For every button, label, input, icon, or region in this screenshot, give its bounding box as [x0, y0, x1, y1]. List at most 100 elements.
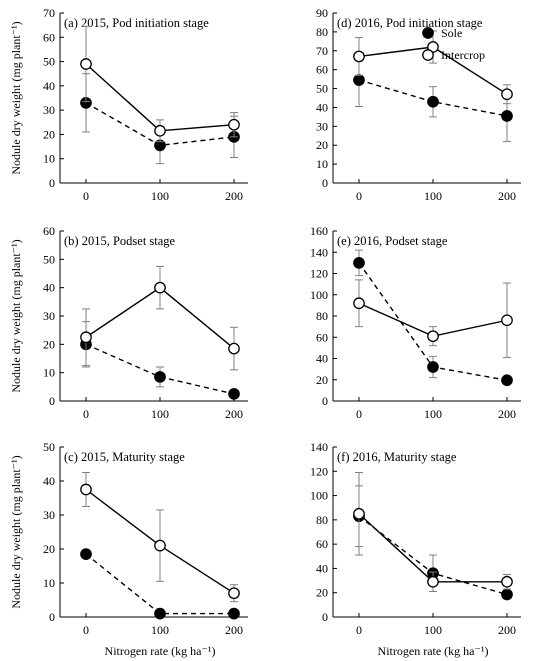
- x-axis-title: Nitrogen rate (kg ha⁻¹): [105, 644, 216, 658]
- y-tick-label: 30: [43, 103, 55, 117]
- x-tick-label: 0: [356, 623, 362, 637]
- data-point-sole: [80, 548, 92, 560]
- series-intercrop: [80, 265, 240, 371]
- y-tick-label: 60: [43, 224, 55, 238]
- x-tick-label: 200: [225, 407, 243, 421]
- y-tick-label: 50: [43, 252, 55, 266]
- data-point-sole: [228, 607, 240, 620]
- data-point-sole: [427, 95, 439, 108]
- data-point-intercrop: [353, 297, 365, 310]
- data-point-intercrop: [501, 575, 513, 588]
- y-tick-label: 120: [310, 464, 328, 478]
- y-tick-label: 100: [310, 288, 328, 302]
- x-tick-label: 100: [151, 189, 169, 203]
- y-tick-label: 40: [43, 474, 55, 488]
- data-point-intercrop: [80, 483, 92, 496]
- data-point-intercrop: [154, 539, 166, 552]
- y-tick-label: 140: [310, 440, 328, 454]
- legend-marker-intercrop: [422, 49, 434, 61]
- data-point-intercrop: [501, 314, 513, 327]
- y-tick-label: 10: [43, 366, 55, 380]
- x-tick-label: 200: [498, 189, 516, 203]
- y-tick-label: 10: [316, 157, 328, 171]
- panel-3: 0 10 20 30 40 50 60 0 100 200 (b) 2015, Podset sta…: [9, 224, 248, 421]
- y-axis-title: Nodule dry weight (mg plant⁻¹): [9, 455, 23, 608]
- y-axis-title: Nodule dry weight (mg plant⁻¹): [9, 239, 23, 392]
- data-point-sole: [501, 374, 513, 387]
- series-intercrop: [353, 472, 513, 592]
- y-tick-label: 70: [316, 44, 328, 58]
- y-tick-label: 20: [43, 542, 55, 556]
- data-point-intercrop: [154, 124, 166, 137]
- y-tick-label: 40: [316, 561, 328, 575]
- data-point-intercrop: [501, 88, 513, 101]
- x-tick-label: 100: [151, 407, 169, 421]
- data-point-intercrop: [80, 331, 92, 344]
- y-tick-label: 20: [316, 373, 328, 387]
- y-tick-label: 20: [43, 337, 55, 351]
- series-sole: [80, 548, 240, 620]
- y-tick-label: 140: [310, 245, 328, 259]
- legend: Sole Intercrop: [422, 26, 485, 62]
- y-tick-label: 0: [322, 394, 328, 408]
- y-tick-label: 40: [43, 79, 55, 93]
- y-tick-label: 90: [316, 6, 328, 20]
- panel-6: 0 20 40 60 80 100 120 140 0 100 200 (f) 2016, Matur…: [310, 440, 521, 658]
- data-point-sole: [353, 74, 365, 86]
- series-line-sole: [358, 79, 508, 117]
- data-point-intercrop: [80, 58, 92, 70]
- y-tick-label: 30: [43, 309, 55, 323]
- data-point-intercrop: [353, 50, 365, 63]
- x-tick-label: 100: [151, 623, 169, 637]
- y-tick-label: 0: [49, 610, 55, 624]
- x-tick-label: 0: [83, 623, 89, 637]
- panel-2: 0 10 20 30 40 50 60 70 80 90 0 100 200 (d) 2016, Pod …: [316, 6, 521, 203]
- data-point-intercrop: [228, 587, 240, 600]
- x-tick-label: 100: [424, 189, 442, 203]
- panel-4: 0 20 40 60 80 100 120 140 160 0 100 200 (e) 2016, Po…: [310, 224, 521, 421]
- y-tick-label: 50: [43, 55, 55, 69]
- y-tick-label: 40: [43, 281, 55, 295]
- x-tick-label: 0: [356, 189, 362, 203]
- data-point-intercrop: [228, 118, 240, 131]
- x-axis-title: Nitrogen rate (kg ha⁻¹): [378, 644, 489, 658]
- y-tick-label: 0: [322, 176, 328, 190]
- y-tick-label: 160: [310, 224, 328, 238]
- y-axis-title: Nodule dry weight (mg plant⁻¹): [9, 21, 23, 174]
- panel-5: 0 10 20 30 40 50 0 100 200 (c) 2015, Maturity sta…: [9, 440, 248, 658]
- data-point-sole: [154, 607, 166, 620]
- x-tick-label: 200: [225, 623, 243, 637]
- y-tick-label: 0: [49, 394, 55, 408]
- y-tick-label: 20: [316, 586, 328, 600]
- y-tick-label: 60: [316, 63, 328, 77]
- x-tick-label: 100: [424, 407, 442, 421]
- data-point-intercrop: [154, 281, 166, 294]
- data-point-intercrop: [353, 507, 365, 520]
- y-tick-label: 40: [316, 352, 328, 366]
- series-sole: [353, 53, 513, 142]
- series-sole: [80, 73, 240, 165]
- x-tick-label: 0: [356, 407, 362, 421]
- x-tick-label: 200: [498, 407, 516, 421]
- series-intercrop: [353, 279, 513, 358]
- series-intercrop: [80, 25, 240, 143]
- data-point-intercrop: [427, 575, 439, 588]
- y-tick-label: 0: [322, 610, 328, 624]
- y-tick-label: 30: [43, 508, 55, 522]
- x-tick-label: 200: [225, 189, 243, 203]
- y-tick-label: 60: [43, 30, 55, 44]
- y-tick-label: 80: [316, 513, 328, 527]
- y-tick-label: 30: [316, 119, 328, 133]
- panel-title: (b) 2015, Podset stage: [64, 234, 176, 248]
- x-tick-label: 100: [424, 623, 442, 637]
- panel-title: (d) 2016, Pod initiation stage: [337, 16, 483, 30]
- series-intercrop: [353, 30, 513, 105]
- legend-label-sole: Sole: [441, 26, 462, 40]
- data-point-sole: [501, 588, 513, 601]
- y-tick-label: 10: [43, 576, 55, 590]
- series-sole: [353, 249, 513, 387]
- legend-label-intercrop: Intercrop: [441, 48, 485, 62]
- data-point-sole: [427, 361, 439, 373]
- legend-marker-sole: [422, 27, 434, 39]
